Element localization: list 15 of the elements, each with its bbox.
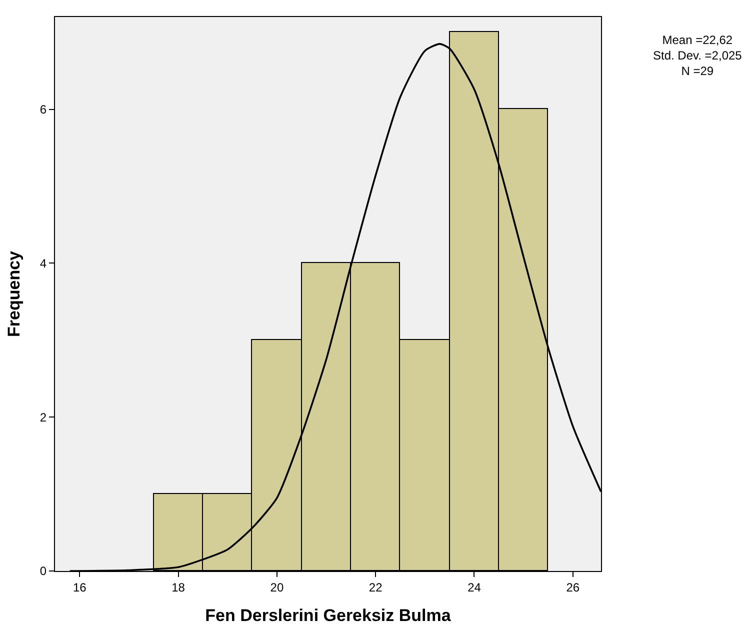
y-tick-label: 6 (40, 102, 47, 117)
x-tick-label: 26 (566, 580, 580, 594)
text: Mean =22,62 (662, 33, 733, 47)
x-tick-label: 18 (172, 580, 186, 594)
y-tick-label: 4 (40, 256, 47, 270)
x-tick-label: 24 (468, 580, 482, 594)
x-tick-label: 16 (72, 580, 87, 594)
text: N =29 (681, 64, 714, 78)
text: Std. Dev. =2,025 (653, 48, 742, 63)
x-tick-label: 20 (270, 580, 284, 594)
y-tick-label: 0 (40, 564, 47, 578)
x-axis-title: Fen Derslerini Gereksiz Bulma (205, 606, 452, 625)
y-tick-label: 2 (40, 410, 47, 424)
y-axis-title: Frequency (4, 250, 24, 337)
x-tick-label: 22 (368, 580, 383, 594)
